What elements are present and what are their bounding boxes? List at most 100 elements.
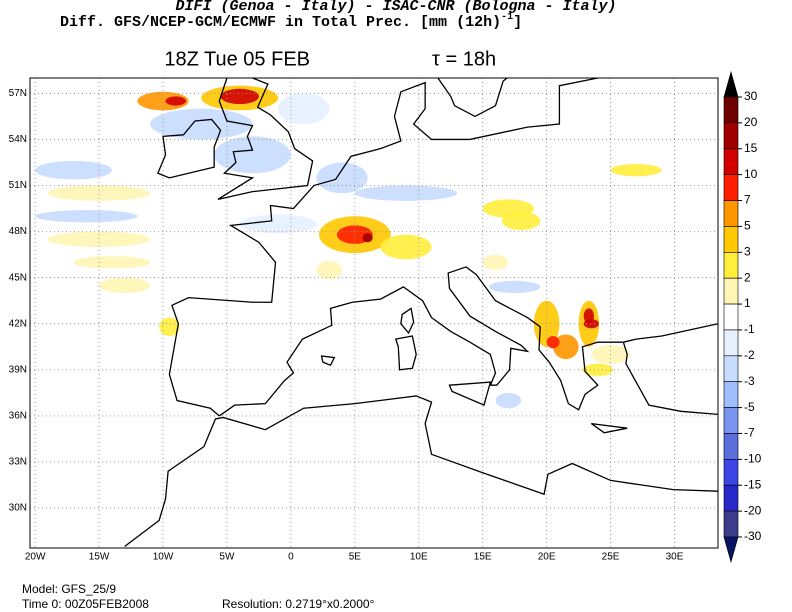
precip-field	[35, 85, 662, 409]
header-line2-main: Diff. GFS/NCEP-GCM/ECMWF in Total Prec. …	[60, 14, 501, 31]
colorbar-label: 1	[744, 296, 751, 310]
colorbar-label: -30	[744, 529, 762, 543]
precip-blob	[150, 108, 253, 140]
colorbar: 30 20 15 10 7 5 3 2 1 -1 -2 -3 -5 -7 -10 -15 -20 -30	[723, 70, 762, 564]
colorbar-swatch	[723, 174, 739, 201]
precip-blob	[354, 185, 458, 201]
precip-blob	[278, 93, 330, 125]
precip-blob	[47, 185, 151, 201]
colorbar-label: 2	[744, 270, 751, 284]
coastline	[217, 77, 314, 200]
precip-blob	[47, 231, 151, 247]
map-title: 18Z Tue 05 FEB	[164, 48, 310, 70]
lon-tick-label: 20W	[25, 552, 46, 563]
precip-blob	[316, 162, 368, 194]
coastlines	[124, 77, 719, 547]
footer-time: Time 0: 00Z05FEB2008	[22, 597, 149, 611]
colorbar-label: 10	[744, 167, 758, 181]
colorbar-swatch	[723, 459, 739, 486]
precip-blob	[165, 96, 187, 106]
precip-blob	[546, 336, 560, 349]
coastline	[622, 341, 719, 416]
precip-blob	[220, 88, 259, 105]
lat-tick-label: 57N	[9, 88, 27, 99]
colorbar-label: 20	[744, 115, 758, 129]
precip-blob	[99, 277, 151, 294]
precip-blob	[35, 210, 138, 223]
colorbar-label: -7	[744, 426, 755, 440]
colorbar-label: -1	[744, 322, 755, 336]
precip-blob	[73, 256, 151, 269]
colorbar-swatch	[723, 277, 739, 305]
lat-tick-label: 42N	[9, 318, 27, 329]
lat-tick-label: 48N	[9, 226, 27, 237]
colorbar-label: 5	[744, 219, 751, 233]
lon-tick-label: 30E	[666, 552, 684, 563]
colorbar-swatch	[723, 536, 739, 564]
precip-blob	[501, 211, 541, 231]
colorbar-swatch	[723, 329, 739, 357]
coastline	[400, 307, 415, 335]
precip-blob	[482, 254, 509, 271]
coastline	[124, 395, 719, 547]
map-tau: τ = 18h	[432, 48, 496, 70]
precip-blob	[495, 392, 522, 409]
lat-tick-label: 51N	[9, 180, 27, 191]
precip-blob	[35, 160, 112, 180]
precip-blob	[583, 319, 600, 329]
precip-blob	[380, 234, 432, 260]
precip-blob	[159, 317, 180, 337]
colorbar-label: 3	[744, 244, 751, 258]
lon-tick-label: 10E	[410, 552, 428, 563]
coastline	[591, 422, 628, 434]
precip-blob	[582, 363, 614, 376]
colorbar-swatch	[723, 303, 739, 331]
colorbar-label: 30	[744, 89, 758, 103]
header-line2: Diff. GFS/NCEP-GCM/ECMWF in Total Prec. …	[60, 12, 522, 31]
lat-tick-label: 39N	[9, 364, 27, 375]
footer-resolution: Resolution: 0.2719°x0.2000°	[222, 597, 375, 611]
precip-blob	[214, 136, 291, 174]
coastline	[448, 381, 492, 407]
lon-tick-label: 10W	[153, 552, 174, 563]
coastline	[168, 77, 598, 417]
lat-tick-label: 54N	[9, 134, 27, 145]
colorbar-swatch	[723, 407, 739, 434]
colorbar-swatch	[723, 122, 739, 150]
lat-tick-label: 45N	[9, 272, 27, 283]
precip-blob	[489, 280, 541, 294]
lat-tick-label: 36N	[9, 411, 27, 422]
colorbar-label: -15	[744, 477, 762, 491]
lon-tick-label: 20E	[538, 552, 556, 563]
grid	[30, 78, 718, 548]
coastline	[437, 77, 508, 118]
lon-tick-label: 5E	[349, 552, 362, 563]
coastline	[157, 118, 222, 179]
colorbar-swatch	[723, 96, 739, 124]
header-line1: DIFI (Genoa - Italy) - ISAC-CNR (Bologna…	[175, 0, 616, 15]
coastline	[320, 355, 336, 367]
lat-tick-label: 30N	[9, 503, 27, 514]
colorbar-swatch	[723, 355, 739, 383]
colorbar-swatch	[723, 381, 739, 408]
precip-blob	[362, 233, 373, 243]
colorbar-label: -2	[744, 348, 755, 362]
header-end: ]	[513, 14, 522, 31]
precip-blob	[316, 260, 343, 280]
lat-tick-label: 33N	[9, 457, 27, 468]
lon-tick-label: 5W	[219, 552, 235, 563]
colorbar-swatch	[723, 226, 739, 253]
footer-model: Model: GFS_25/9	[22, 582, 116, 596]
colorbar-label: 15	[744, 141, 758, 155]
colorbar-swatch	[723, 148, 739, 175]
precip-blob	[553, 334, 579, 360]
colorbar-label: -3	[744, 374, 755, 388]
lon-tick-label: 15E	[474, 552, 492, 563]
header-sup: -1	[501, 12, 513, 23]
coastline	[394, 335, 417, 371]
lon-tick-label: 15W	[89, 552, 110, 563]
precip-blob	[610, 163, 662, 177]
precip-blob	[239, 214, 317, 234]
colorbar-label: -10	[744, 452, 762, 466]
